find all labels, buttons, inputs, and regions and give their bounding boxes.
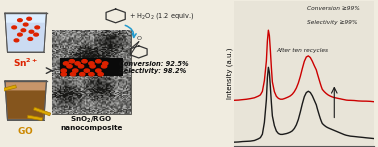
Circle shape [61,69,67,72]
Circle shape [27,17,31,20]
Circle shape [79,73,85,76]
Circle shape [18,33,22,36]
Circle shape [14,39,19,42]
Text: After ten recycles: After ten recycles [276,48,328,53]
Text: $\mathbf{Sn^{2+}}$: $\mathbf{Sn^{2+}}$ [13,57,38,69]
Text: nanocomposite: nanocomposite [60,125,122,131]
Text: O: O [136,36,141,41]
Polygon shape [5,81,46,120]
Circle shape [82,60,87,63]
Circle shape [12,26,17,29]
FancyBboxPatch shape [27,115,43,121]
FancyBboxPatch shape [34,107,51,116]
Circle shape [70,73,76,76]
Circle shape [90,65,95,68]
Circle shape [101,65,107,68]
Circle shape [28,37,33,40]
Text: Selectivity ≥99%: Selectivity ≥99% [307,20,358,25]
Circle shape [75,62,80,65]
Circle shape [34,33,39,36]
Polygon shape [6,23,46,51]
Circle shape [89,62,94,65]
Circle shape [18,19,22,22]
Bar [52,30,131,114]
Circle shape [23,23,28,26]
Circle shape [73,69,78,72]
Circle shape [102,62,108,65]
Circle shape [69,60,74,63]
Circle shape [21,29,26,32]
FancyBboxPatch shape [0,98,2,109]
Text: $\mathbf{GO}$: $\mathbf{GO}$ [17,125,34,136]
Circle shape [84,69,90,72]
Circle shape [89,73,94,76]
Text: $\mathbf{SnO_2/RGO}$: $\mathbf{SnO_2/RGO}$ [70,115,113,125]
Circle shape [64,62,69,65]
Y-axis label: Intensity (a.u.): Intensity (a.u.) [226,48,233,99]
Polygon shape [5,13,46,52]
Circle shape [35,26,40,29]
Circle shape [96,69,101,72]
FancyBboxPatch shape [0,85,17,92]
Bar [60,58,122,76]
Text: + H$_2$O$_2$ (1.2 equiv.): + H$_2$O$_2$ (1.2 equiv.) [130,11,195,21]
Circle shape [96,60,101,63]
Circle shape [67,65,72,68]
Text: Conversion: 92.5%
Selectivity: 98.2%: Conversion: 92.5% Selectivity: 98.2% [119,61,189,74]
Circle shape [98,73,103,76]
Circle shape [61,73,67,76]
Text: Conversion ≥99%: Conversion ≥99% [307,6,360,11]
Polygon shape [6,90,46,119]
Circle shape [29,30,34,33]
FancyArrowPatch shape [125,25,136,37]
Circle shape [78,65,84,68]
